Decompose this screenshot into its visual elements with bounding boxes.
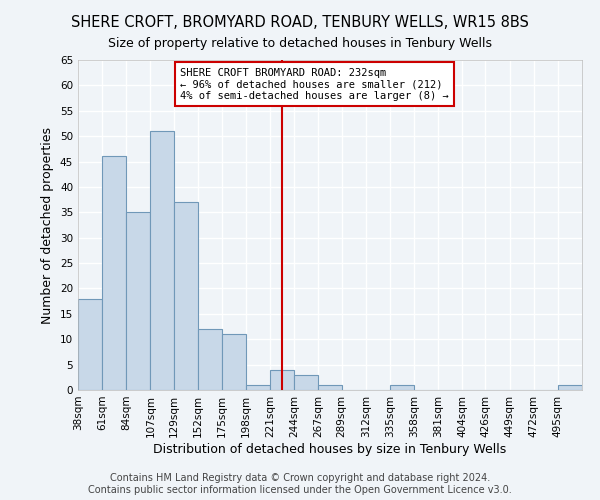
- Bar: [246, 385, 270, 390]
- Text: SHERE CROFT, BROMYARD ROAD, TENBURY WELLS, WR15 8BS: SHERE CROFT, BROMYARD ROAD, TENBURY WELL…: [71, 15, 529, 30]
- Bar: [222, 334, 246, 390]
- Text: SHERE CROFT BROMYARD ROAD: 232sqm
← 96% of detached houses are smaller (212)
4% : SHERE CROFT BROMYARD ROAD: 232sqm ← 96% …: [180, 68, 449, 101]
- Bar: [151, 131, 173, 390]
- Bar: [558, 385, 582, 390]
- Bar: [78, 298, 102, 390]
- Bar: [102, 156, 127, 390]
- Bar: [390, 385, 414, 390]
- Bar: [295, 375, 319, 390]
- Bar: [319, 385, 341, 390]
- Bar: [270, 370, 295, 390]
- Text: Size of property relative to detached houses in Tenbury Wells: Size of property relative to detached ho…: [108, 38, 492, 51]
- Y-axis label: Number of detached properties: Number of detached properties: [41, 126, 55, 324]
- Bar: [127, 212, 151, 390]
- Bar: [173, 202, 198, 390]
- X-axis label: Distribution of detached houses by size in Tenbury Wells: Distribution of detached houses by size …: [154, 442, 506, 456]
- Bar: [198, 329, 222, 390]
- Text: Contains HM Land Registry data © Crown copyright and database right 2024.
Contai: Contains HM Land Registry data © Crown c…: [88, 474, 512, 495]
